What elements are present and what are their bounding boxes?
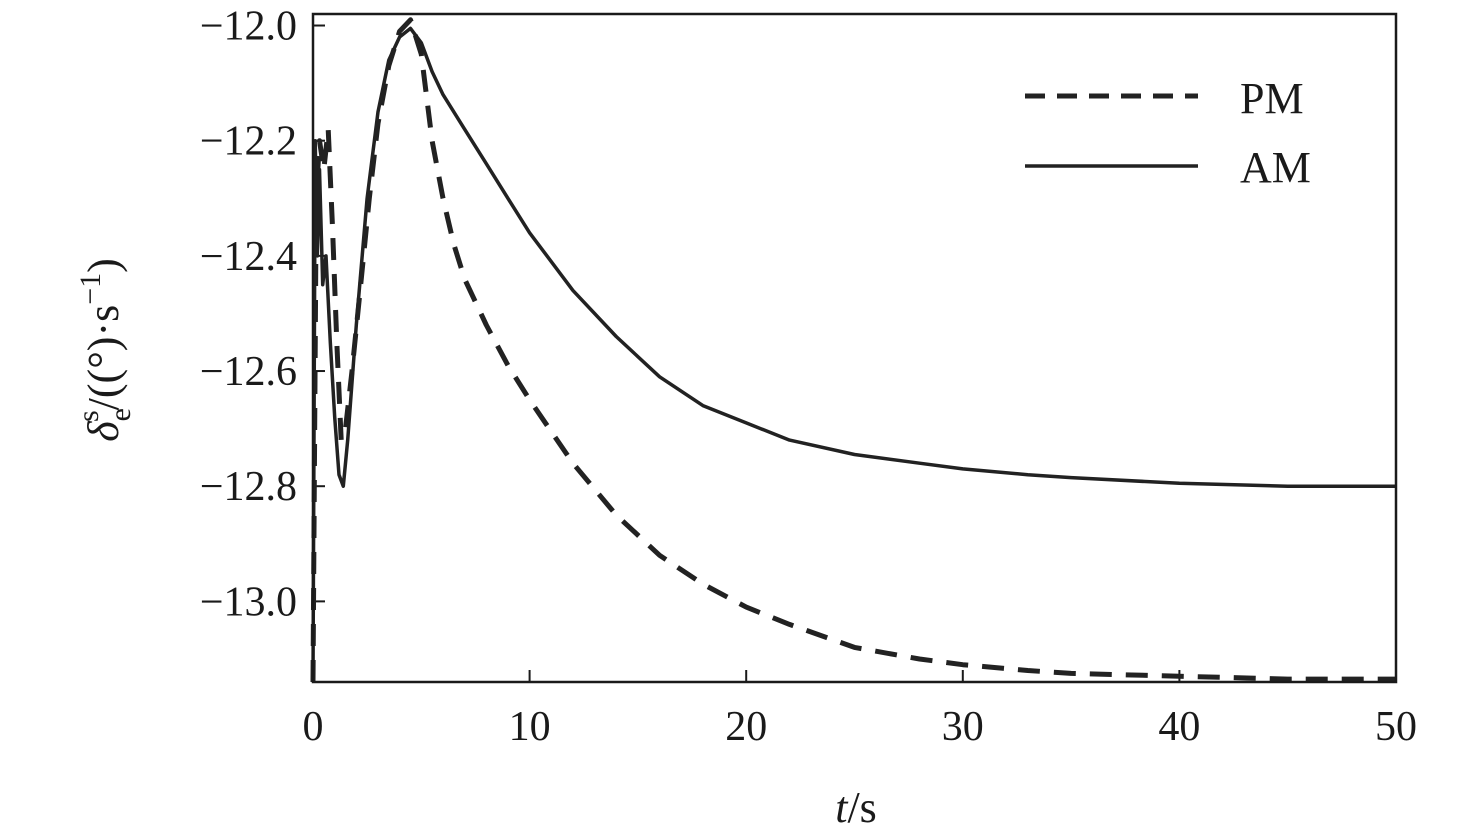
y-tick-label: −12.0: [200, 4, 297, 50]
series-line-am: [311, 26, 1396, 683]
y-axis-label-symbol: δ: [79, 420, 128, 442]
x-axis-label: t/s: [835, 783, 877, 832]
y-axis-label-superscript: s: [72, 410, 105, 422]
x-tick-label: 20: [725, 704, 767, 750]
y-axis-label: δes/((°)·s−1): [72, 258, 137, 442]
x-tick-label: 30: [942, 704, 984, 750]
legend-label-am: AM: [1240, 143, 1311, 192]
y-tick-label: −12.4: [200, 234, 297, 280]
x-axis-label-var: t: [835, 783, 849, 832]
y-tick-label: −12.2: [200, 119, 297, 165]
x-tick-label: 10: [509, 704, 551, 750]
y-tick-label: −12.6: [200, 349, 297, 395]
x-axis-label-unit: /s: [847, 783, 876, 832]
plot-frame: [311, 12, 1398, 684]
y-tick-label: −12.8: [200, 464, 297, 510]
y-axis-label-close: ): [79, 258, 128, 273]
y-tick-label: −13.0: [200, 579, 297, 625]
legend-label-pm: PM: [1240, 74, 1304, 123]
ticks-layer: 0 10 20 30 40 50 −12.0 −12.2 −12.4 −12.6 −12.8 −13.…: [200, 4, 1417, 750]
x-tick-label: 0: [303, 704, 324, 750]
series-layer: [310, 17, 1396, 683]
x-tick-label: 50: [1375, 704, 1417, 750]
y-axis-label-exponent: −1: [74, 273, 107, 305]
y-axis-label-subscript: e: [104, 408, 137, 421]
legend: PM AM: [1025, 74, 1311, 192]
x-tick-label: 40: [1158, 704, 1200, 750]
series-line-pm: [310, 17, 1396, 683]
y-axis-label-unit: /((°)·s: [79, 305, 128, 411]
